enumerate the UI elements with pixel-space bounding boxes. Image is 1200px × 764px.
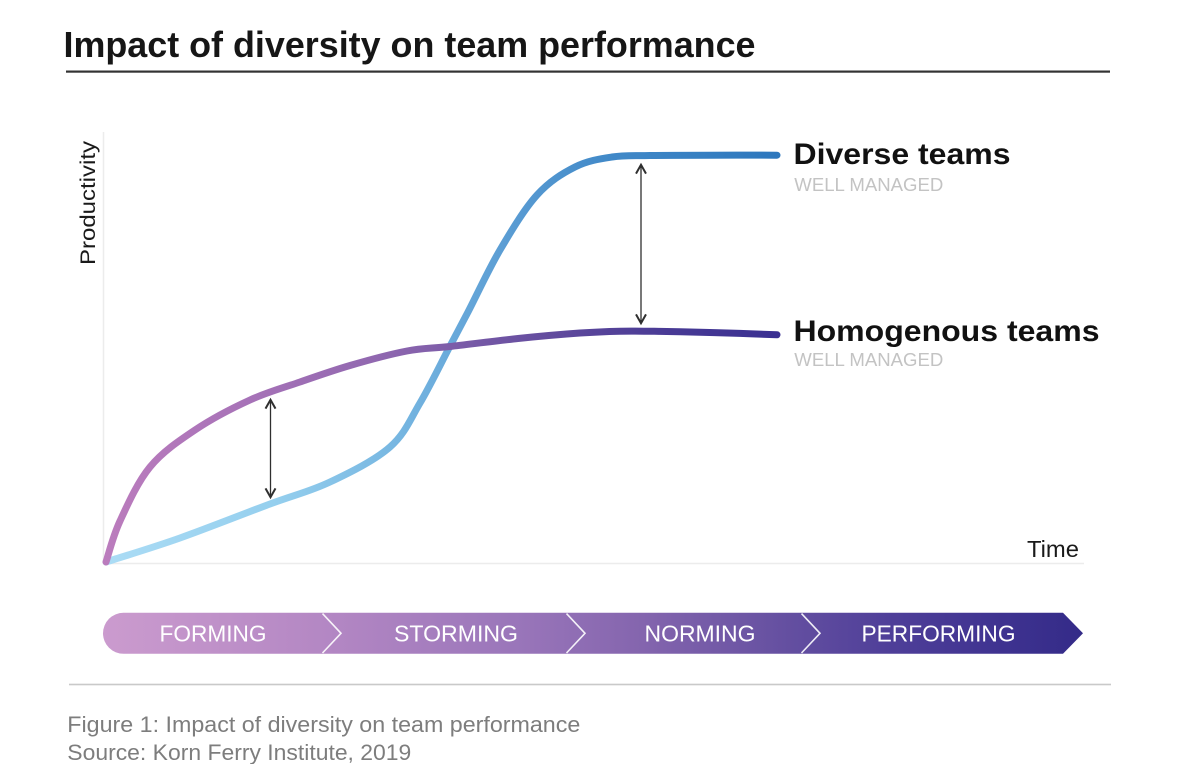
svg-text:Figure 1: Impact of diversity: Figure 1: Impact of diversity on team pe… [67, 712, 580, 737]
svg-text:FORMING: FORMING [160, 621, 267, 647]
svg-text:Source: Korn Ferry Institute,: Source: Korn Ferry Institute, 2019 [67, 740, 411, 764]
svg-text:PERFORMING: PERFORMING [862, 621, 1016, 647]
svg-text:WELL MANAGED: WELL MANAGED [794, 174, 943, 195]
svg-text:Diverse teams: Diverse teams [794, 138, 1011, 171]
svg-text:NORMING: NORMING [645, 621, 756, 647]
svg-text:Productivity: Productivity [76, 141, 100, 265]
svg-text:STORMING: STORMING [394, 621, 518, 647]
svg-text:Impact of diversity on team pe: Impact of diversity on team performance [64, 24, 756, 65]
svg-text:Homogenous teams: Homogenous teams [794, 315, 1100, 348]
svg-text:Time: Time [1027, 536, 1079, 562]
svg-text:WELL MANAGED: WELL MANAGED [794, 349, 943, 370]
